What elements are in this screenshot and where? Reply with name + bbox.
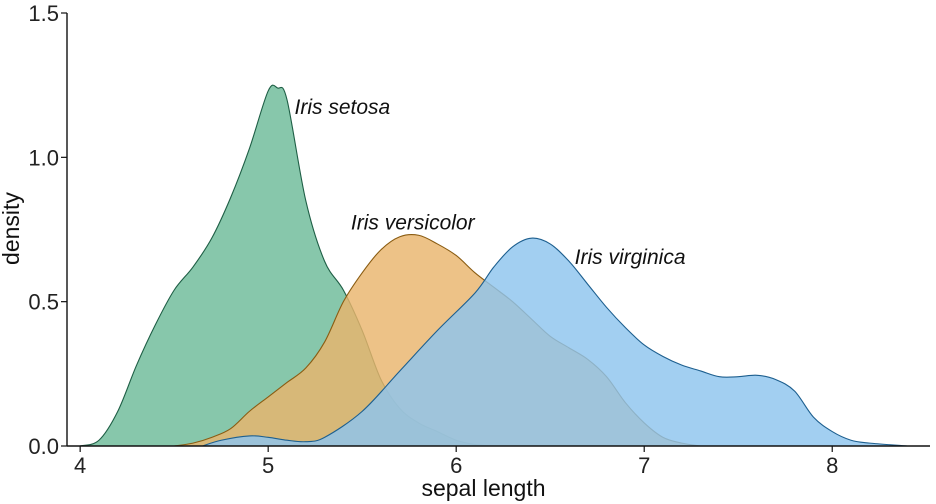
series-labels: Iris setosa Iris versicolor Iris virginica <box>295 96 686 269</box>
iris-setosa-label: Iris setosa <box>295 96 391 119</box>
iris-virginica-density-area <box>202 238 908 446</box>
y-tick-label: 1.5 <box>28 1 59 26</box>
iris-virginica-density-curve <box>202 237 908 447</box>
y-tick-label: 1.0 <box>28 145 59 170</box>
iris-setosa-density-area <box>80 85 494 446</box>
iris-versicolor-label: Iris versicolor <box>351 212 476 235</box>
y-ticks: 0.0 0.5 1.0 1.5 <box>28 1 67 459</box>
y-axis-title: density <box>0 192 24 265</box>
y-tick-label: 0.5 <box>28 290 59 315</box>
x-tick-label: 8 <box>826 453 838 478</box>
x-ticks: 4 5 6 7 8 <box>74 446 838 478</box>
x-tick-label: 7 <box>638 453 650 478</box>
x-tick-label: 5 <box>262 453 274 478</box>
x-tick-label: 4 <box>74 453 86 478</box>
y-tick-label: 0.0 <box>28 434 59 459</box>
density-areas <box>79 84 908 447</box>
iris-virginica-label: Iris virginica <box>575 246 686 269</box>
axes: 4 5 6 7 8 0.0 0.5 1.0 1.5 <box>28 1 930 478</box>
x-axis-title: sepal length <box>421 475 545 501</box>
x-tick-label: 6 <box>450 453 462 478</box>
